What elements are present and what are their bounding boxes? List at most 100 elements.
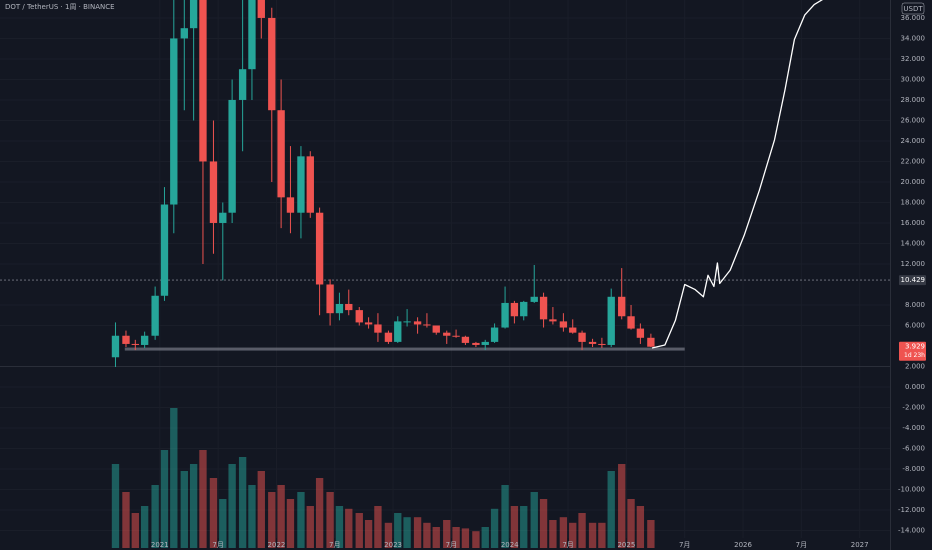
candle-body xyxy=(111,335,120,358)
countdown-label: 1d 23h xyxy=(904,352,925,359)
volume-bar xyxy=(209,478,218,548)
volume-bar xyxy=(501,485,509,548)
candle-body xyxy=(627,316,635,329)
candle-body xyxy=(238,69,247,100)
volume-bar xyxy=(647,520,655,548)
candle-body xyxy=(520,301,528,317)
volume-bar xyxy=(559,517,568,548)
y-tick-label: 2.000 xyxy=(905,362,925,370)
volume-bar xyxy=(122,492,130,548)
volume-bar xyxy=(403,517,411,548)
currency-box[interactable] xyxy=(901,2,925,15)
volume-bar xyxy=(306,506,314,548)
candle-body xyxy=(160,204,169,296)
y-tick-label: 30.000 xyxy=(901,75,926,83)
x-tick-label: 2023 xyxy=(384,541,402,549)
volume-bar xyxy=(530,492,538,548)
volume-bar xyxy=(384,522,393,548)
y-tick-label: 18.000 xyxy=(901,198,926,206)
candle-body xyxy=(248,0,256,70)
volume-bar xyxy=(131,513,139,548)
candle-body xyxy=(355,310,363,323)
volume-bar xyxy=(539,499,548,548)
y-tick-label: 20.000 xyxy=(901,178,926,186)
volume-bar xyxy=(461,528,470,548)
volume-bar xyxy=(432,527,440,548)
marked-price-label: 10.429 xyxy=(901,276,926,284)
y-tick-label: 0.000 xyxy=(905,383,925,391)
y-tick-label: 28.000 xyxy=(901,96,926,104)
volume-bar xyxy=(481,527,489,548)
candle-body xyxy=(394,321,402,342)
candle-body xyxy=(277,110,285,198)
candle-body xyxy=(180,28,188,39)
volume-bar xyxy=(180,471,188,548)
candle-body xyxy=(549,319,557,322)
candle-body xyxy=(413,321,422,325)
volume-bar xyxy=(472,531,480,548)
y-tick-label: 36.000 xyxy=(901,14,926,22)
candle-body xyxy=(122,335,130,344)
y-tick-label: 16.000 xyxy=(901,219,926,227)
candle-body xyxy=(569,327,577,333)
candle-body xyxy=(170,38,178,205)
volume-bar xyxy=(374,506,382,548)
volume-bar xyxy=(268,492,276,548)
volume-bar xyxy=(578,513,586,548)
y-tick-label: 22.000 xyxy=(901,157,926,165)
candle-body xyxy=(228,99,236,213)
last-price-label: 3.929 xyxy=(905,343,925,351)
x-tick-label: 2025 xyxy=(617,541,635,549)
candle-body xyxy=(315,212,324,285)
candle-body xyxy=(286,197,295,213)
candle-body xyxy=(588,341,597,344)
candle-body xyxy=(257,0,265,18)
candle-body xyxy=(461,336,470,343)
candle-body xyxy=(131,343,139,345)
y-tick-label: 24.000 xyxy=(901,137,926,145)
candle-body xyxy=(481,341,489,345)
currency[interactable]: USDT xyxy=(903,5,923,13)
volume-bar xyxy=(170,408,178,548)
volume-bar xyxy=(315,478,324,548)
candle-body xyxy=(510,302,519,317)
candle-body xyxy=(539,296,548,320)
volume-bar xyxy=(238,457,247,548)
price-axis: 36.000 34.000 32.000 30.000 28.000 26.000 24.0… xyxy=(151,14,926,549)
volume-bar xyxy=(636,506,645,548)
volume-bar xyxy=(199,450,207,548)
plot xyxy=(0,0,890,548)
projection-line xyxy=(651,0,823,349)
candle-body xyxy=(374,324,382,333)
candle-body xyxy=(443,332,451,336)
volume-bar xyxy=(140,506,149,548)
candle-body xyxy=(607,296,615,345)
y-tick-label: 6.000 xyxy=(905,321,925,329)
volume-bar xyxy=(326,492,334,548)
candle-body xyxy=(490,327,499,342)
candle-body xyxy=(618,296,626,317)
candle-body xyxy=(364,322,373,325)
volume-bar xyxy=(335,506,344,548)
x-tick-label: 2026 xyxy=(734,541,752,549)
y-tick-label: 26.000 xyxy=(901,116,926,124)
candle-body xyxy=(647,337,655,347)
volume-bar xyxy=(443,520,451,548)
x-tick-label: 2027 xyxy=(851,541,869,549)
y-tick-label: -8.000 xyxy=(902,465,925,473)
candle-body xyxy=(189,0,198,29)
volume-bar xyxy=(618,464,626,548)
volume-bar xyxy=(549,520,557,548)
y-tick-label: 34.000 xyxy=(901,34,926,42)
volume-bar xyxy=(345,508,353,548)
volume-bar xyxy=(598,522,606,548)
volume-bar xyxy=(257,471,265,548)
candle-body xyxy=(559,321,568,328)
candle-body xyxy=(219,212,227,223)
volume-bar xyxy=(228,464,236,548)
candle-body xyxy=(297,156,305,213)
candle-body xyxy=(578,332,586,342)
volume-bar xyxy=(189,464,198,548)
marked-price-box xyxy=(899,275,926,286)
y-tick-label: -12.000 xyxy=(898,506,925,514)
